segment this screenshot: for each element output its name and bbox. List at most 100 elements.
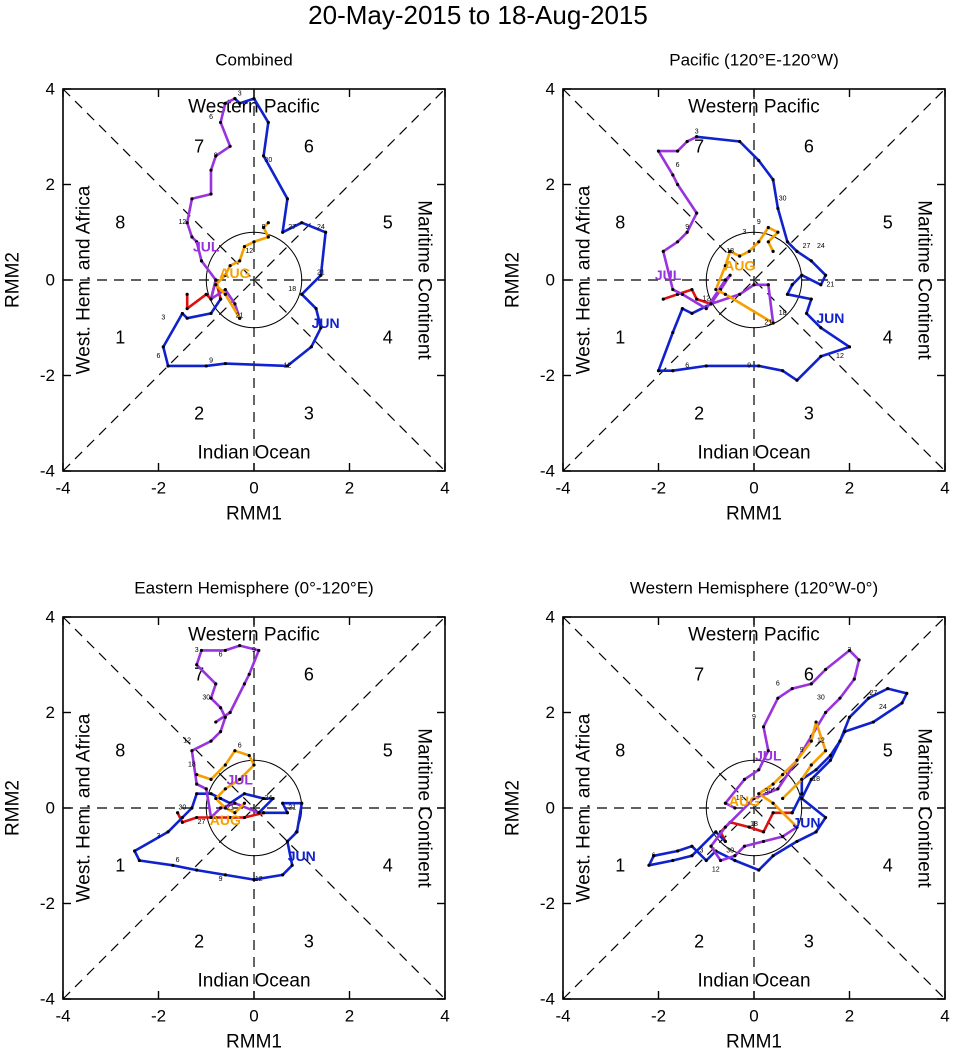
phase-number: 2 [694,404,704,424]
phase-number: 2 [194,932,204,952]
day-label: 21 [764,319,772,326]
y-tick-label: -4 [540,990,555,1009]
daily-marker [133,849,137,853]
daily-marker [757,240,761,244]
x-tick-label: 2 [845,479,854,498]
unit-circle [205,231,303,329]
daily-marker [771,801,775,805]
daily-marker [190,197,194,201]
daily-marker [819,326,823,330]
day-label: 21 [226,805,234,812]
daily-marker [223,287,227,292]
series-line-aug [714,226,780,325]
x-tick-label: -2 [151,1007,166,1026]
phase-number: 6 [304,136,314,156]
phase-number: 7 [194,664,204,684]
daily-marker [809,682,813,686]
region-label-left: West. Hem. and Africa [74,713,95,902]
daily-marker [757,768,761,772]
daily-marker [228,264,232,268]
daily-marker [695,211,699,215]
daily-marker [824,815,828,820]
daily-marker [204,292,208,296]
x-axis-label: RMM1 [726,504,782,525]
y-tick-label: 2 [46,703,55,722]
phase-number: 3 [304,932,314,952]
region-label-bottom: Indian Ocean [197,971,310,992]
day-label: 9 [262,224,266,231]
daily-marker [852,677,856,681]
daily-marker [718,858,723,863]
daily-marker [847,715,852,719]
daily-marker [838,739,842,743]
phase-number: 6 [804,664,814,684]
daily-marker [843,730,847,734]
daily-marker [209,311,213,316]
series-line-jun [647,687,909,872]
daily-marker [242,815,247,820]
daily-marker [800,777,804,781]
daily-marker [290,863,294,867]
daily-marker [781,772,785,777]
daily-marker [809,777,813,781]
region-label-bottom: Indian Ocean [697,443,810,464]
daily-marker [185,221,189,225]
series-line-aug [757,720,827,829]
month-label-aug: AUG [210,812,241,828]
daily-marker [285,197,290,201]
daily-marker [709,302,713,306]
day-label: 3 [742,229,746,236]
x-axis-label: RMM1 [226,504,282,525]
daily-marker [300,292,304,296]
phase-number: 2 [194,404,204,424]
y-tick-label: 4 [546,80,555,99]
daily-marker [757,159,761,163]
day-label: 9 [252,647,256,654]
phase-number: 3 [804,404,814,424]
month-label-aug: AUG [729,793,760,809]
daily-marker [781,835,785,839]
daily-marker [785,240,790,244]
daily-marker [685,230,689,234]
day-label: 3 [695,128,699,135]
daily-marker [680,292,684,296]
series-line-aug [195,749,256,815]
daily-marker [204,787,208,791]
daily-marker [233,811,237,815]
daily-marker [218,806,223,810]
daily-marker [704,858,708,863]
daily-marker [238,101,242,105]
daily-marker [900,701,904,705]
daily-marker [714,287,718,292]
daily-marker [814,830,818,834]
daily-marker [195,772,199,777]
daily-marker [723,801,727,805]
region-label-left: West. Hem. and Africa [574,713,595,902]
daily-marker [257,811,261,815]
day-label: 9 [214,152,218,159]
y-axis-label: RMM2 [503,252,524,308]
x-tick-label: -2 [151,479,166,498]
daily-marker [690,311,694,316]
daily-marker [199,259,204,263]
day-label: 18 [812,776,820,783]
chart-panel-3: Eastern Hemisphere (0°-120°E) Western Pac… [3,579,450,1053]
day-label: 30 [264,157,272,164]
daily-marker [728,273,732,277]
daily-marker [209,815,213,820]
daily-marker [809,259,813,263]
main-title: 20-May-2015 to 18-Aug-2015 [308,0,648,30]
daily-marker [190,749,194,753]
day-label: 21 [236,312,244,319]
daily-marker [209,792,213,796]
day-label: 27 [803,243,811,250]
day-label: 12 [183,738,191,745]
x-tick-label: -4 [55,479,70,498]
daily-marker [218,297,223,301]
phase-number: 7 [194,136,204,156]
x-tick-label: -2 [651,479,666,498]
daily-marker [671,287,675,292]
phase-number: 1 [615,855,625,875]
phase-number: 7 [694,136,704,156]
daily-marker [723,278,727,282]
